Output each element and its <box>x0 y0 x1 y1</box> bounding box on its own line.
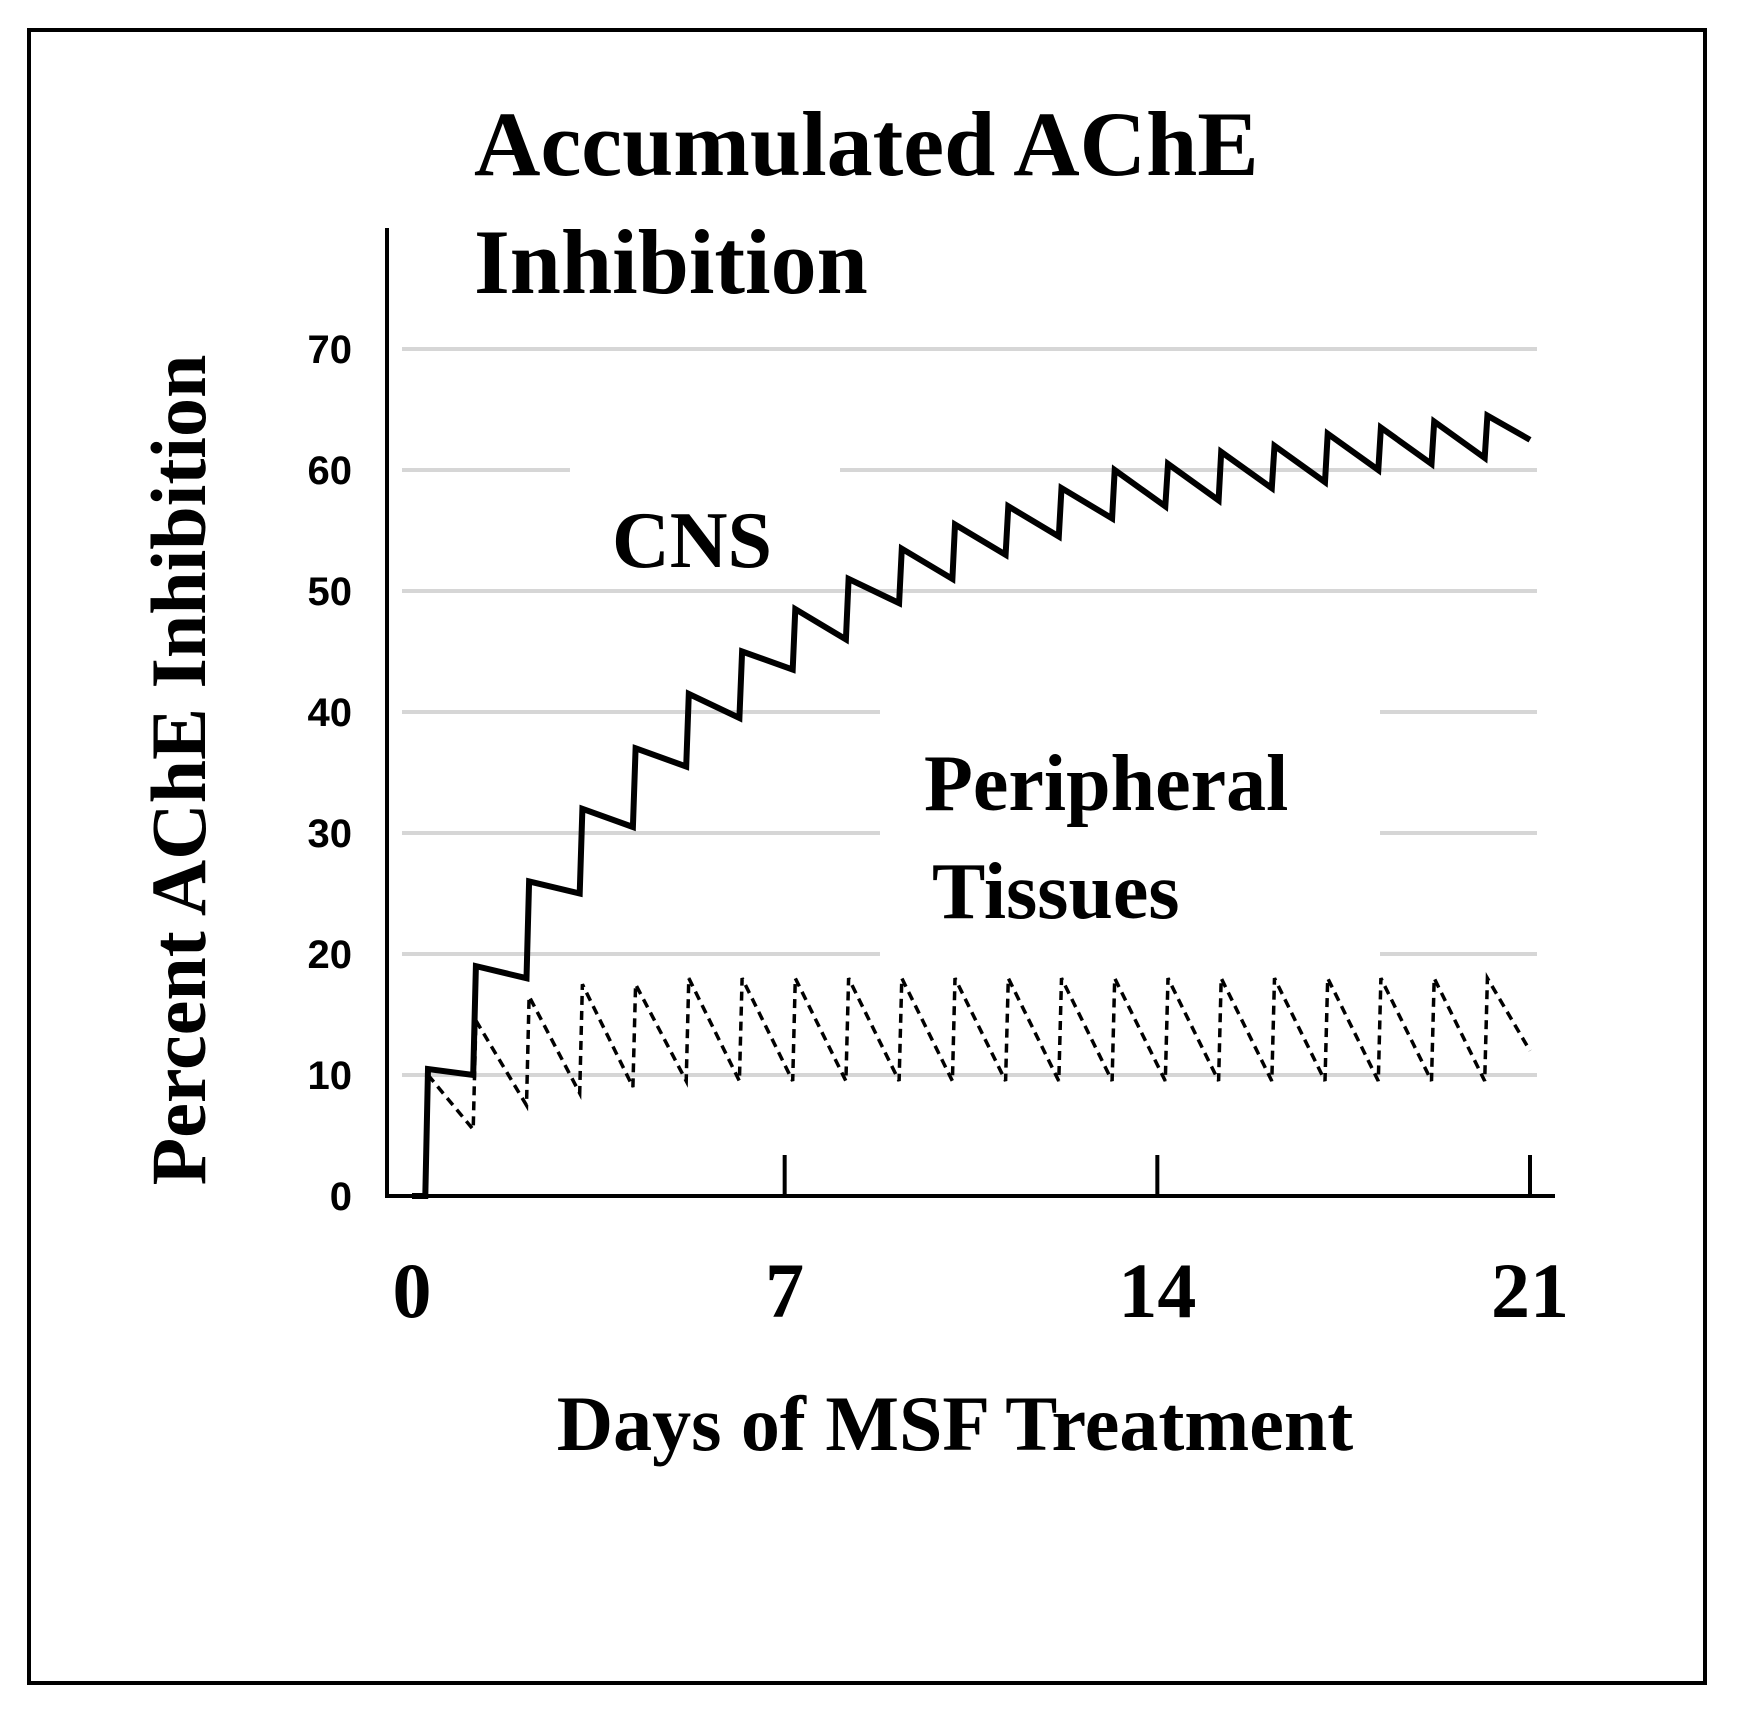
gridlines <box>402 347 1537 1077</box>
series-peripheral-tissues <box>426 972 1532 1135</box>
y-tick-label-50: 50 <box>308 570 353 614</box>
chart-title-line-1: Accumulated AChE <box>474 93 1259 195</box>
figure-frame <box>27 28 1707 1685</box>
x-tick-label-0: 0 <box>393 1247 432 1334</box>
y-tick-label-40: 40 <box>308 691 353 735</box>
annotation-peripheral-line-2: Tissues <box>932 848 1180 936</box>
y-tick-label-0: 0 <box>330 1175 352 1219</box>
x-axis-ticks: 0 7 14 21 <box>393 1155 1569 1334</box>
y-tick-label-60: 60 <box>308 449 353 493</box>
x-tick-label-7: 7 <box>765 1247 804 1334</box>
x-tick-label-14: 14 <box>1118 1247 1196 1334</box>
x-tick-label-21: 21 <box>1491 1247 1569 1334</box>
chart-title-line-2: Inhibition <box>474 211 868 313</box>
annotation-peripheral-line-1: Peripheral <box>924 740 1288 828</box>
y-tick-label-10: 10 <box>308 1054 353 1098</box>
series-cns <box>412 410 1532 1199</box>
annotation-cns: CNS <box>612 497 772 585</box>
x-axis-label: Days of MSF Treatment <box>557 1380 1354 1467</box>
y-tick-label-30: 30 <box>308 812 353 856</box>
y-axis-ticks: 0 10 20 30 40 50 60 70 <box>308 328 353 1219</box>
y-tick-label-20: 20 <box>308 933 353 977</box>
y-tick-label-70: 70 <box>308 328 353 372</box>
y-axis-label: Percent AChE Inhibition <box>135 355 222 1186</box>
